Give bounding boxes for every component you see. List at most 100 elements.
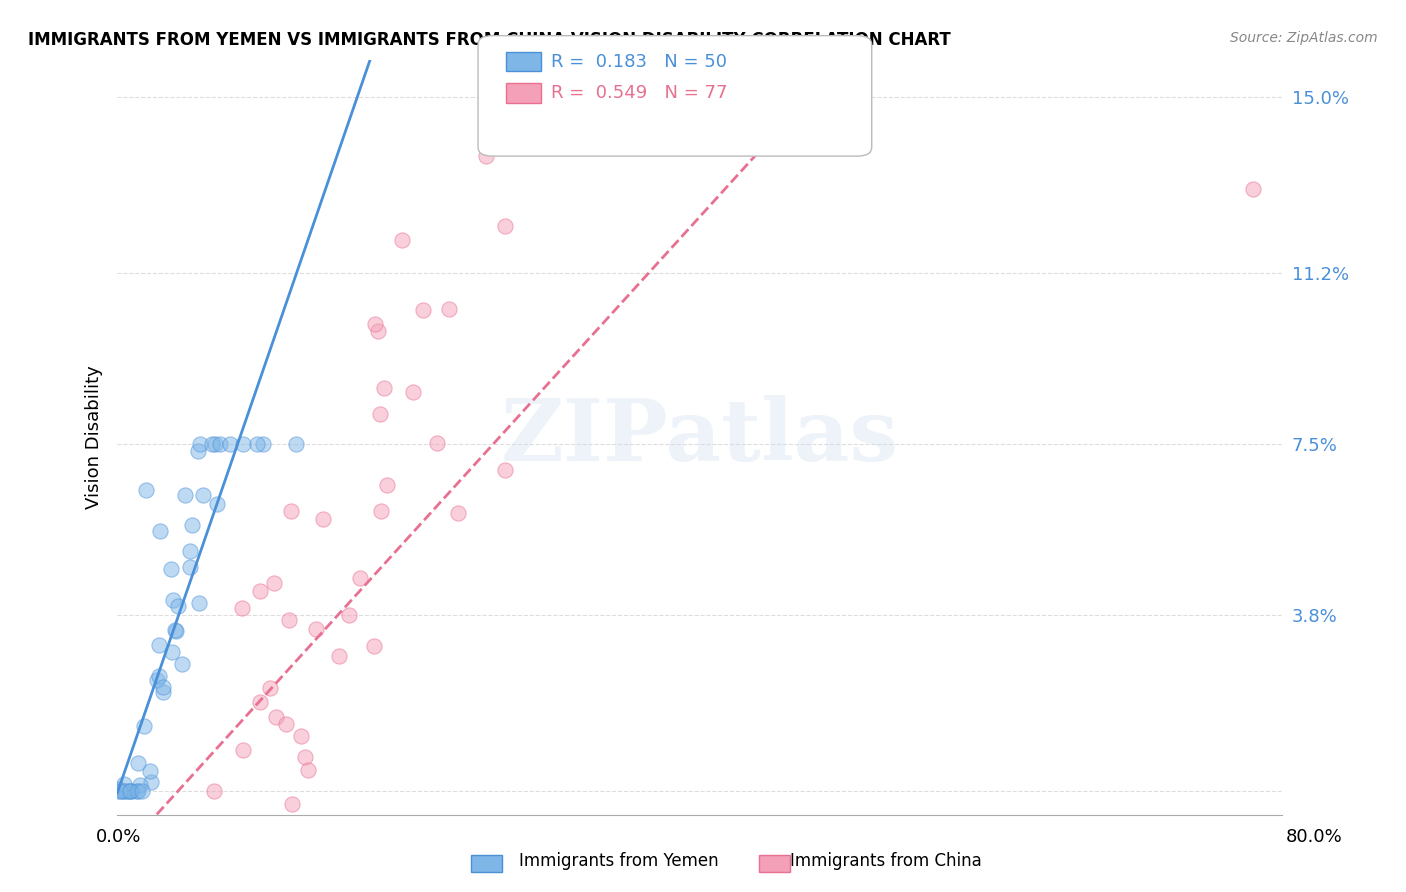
Point <box>447 506 470 520</box>
Point <box>173 830 195 845</box>
Point <box>412 302 434 317</box>
Point <box>297 763 319 777</box>
Point <box>312 512 335 526</box>
Point <box>202 784 225 798</box>
Point <box>231 601 253 615</box>
Point <box>149 524 172 538</box>
Point <box>426 435 449 450</box>
Point <box>368 407 391 421</box>
Point <box>118 830 141 845</box>
Point <box>152 680 174 694</box>
Point <box>205 497 228 511</box>
Point <box>111 784 134 798</box>
Text: Immigrants from Yemen: Immigrants from Yemen <box>519 852 718 870</box>
Point <box>367 325 389 339</box>
Point <box>127 784 149 798</box>
Point <box>112 830 135 845</box>
Point <box>120 784 142 798</box>
Point <box>249 584 271 599</box>
Point <box>375 478 398 492</box>
Point <box>166 830 188 845</box>
Text: 80.0%: 80.0% <box>1286 828 1343 846</box>
Point <box>157 830 180 845</box>
Point <box>111 784 134 798</box>
Point <box>263 575 285 590</box>
Point <box>474 149 496 163</box>
Point <box>402 385 425 400</box>
Point <box>349 571 371 585</box>
Point <box>252 437 274 451</box>
Point <box>131 784 153 798</box>
Point <box>141 775 163 789</box>
Point <box>135 483 157 498</box>
Point <box>437 301 460 316</box>
Text: R =  0.183   N = 50: R = 0.183 N = 50 <box>551 53 727 70</box>
Point <box>612 136 634 150</box>
Point <box>226 830 249 845</box>
Point <box>232 743 254 757</box>
Point <box>228 830 250 845</box>
Point <box>141 830 163 845</box>
Point <box>115 784 138 798</box>
Point <box>191 488 214 502</box>
Point <box>249 695 271 709</box>
Point <box>176 830 198 845</box>
Point <box>157 830 180 845</box>
Point <box>214 820 236 834</box>
Point <box>107 784 129 798</box>
Point <box>328 648 350 663</box>
Point <box>162 645 184 659</box>
Point <box>148 669 170 683</box>
Point <box>288 830 311 845</box>
Point <box>284 437 307 451</box>
Text: Immigrants from China: Immigrants from China <box>790 852 981 870</box>
Text: ZIPatlas: ZIPatlas <box>501 395 898 479</box>
Point <box>232 437 254 451</box>
Point <box>262 830 284 845</box>
Point <box>134 719 156 733</box>
Point <box>143 830 166 845</box>
Point <box>225 830 247 845</box>
Point <box>266 709 288 723</box>
Point <box>321 830 343 845</box>
Point <box>172 657 194 671</box>
Point <box>135 830 157 845</box>
Point <box>370 504 392 518</box>
Point <box>159 822 181 836</box>
Point <box>121 830 143 845</box>
Point <box>280 797 302 811</box>
Point <box>148 639 170 653</box>
Point <box>494 462 516 476</box>
Point <box>245 437 267 451</box>
Point <box>136 830 159 845</box>
Point <box>107 782 129 797</box>
Point <box>172 830 194 845</box>
Point <box>162 830 184 845</box>
Point <box>112 777 135 791</box>
Point <box>173 487 195 501</box>
Point <box>280 504 302 518</box>
Point <box>127 784 149 798</box>
Text: 0.0%: 0.0% <box>96 828 141 846</box>
Point <box>278 614 301 628</box>
Point <box>117 784 139 798</box>
Point <box>201 437 224 451</box>
Point <box>139 764 162 778</box>
Point <box>180 817 202 831</box>
Point <box>305 622 328 636</box>
Point <box>364 318 387 332</box>
Text: R =  0.549   N = 77: R = 0.549 N = 77 <box>551 84 728 102</box>
Point <box>233 830 256 845</box>
Point <box>179 559 201 574</box>
Point <box>180 518 202 533</box>
Point <box>337 608 360 623</box>
Y-axis label: Vision Disability: Vision Disability <box>86 365 103 509</box>
Point <box>179 543 201 558</box>
Point <box>208 437 231 451</box>
Point <box>163 623 186 637</box>
Point <box>127 756 149 770</box>
Point <box>194 830 217 845</box>
Point <box>112 830 135 845</box>
Point <box>187 444 209 458</box>
Point <box>290 729 312 743</box>
